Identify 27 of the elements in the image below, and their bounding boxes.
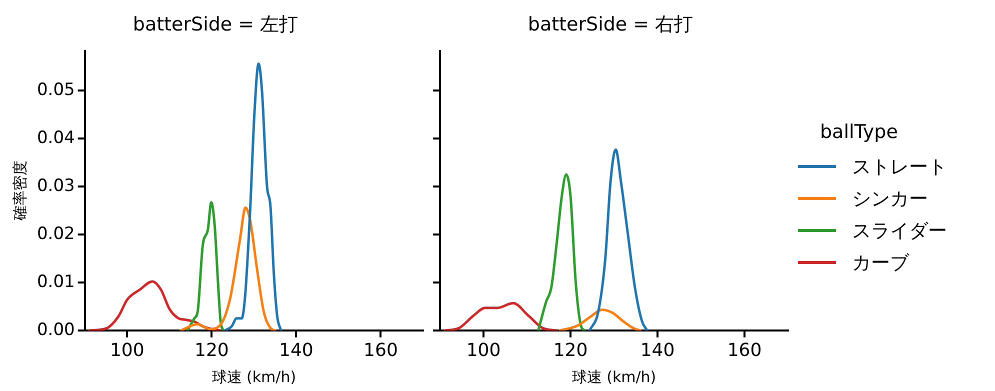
- line-series: [186, 201, 224, 330]
- y-tick-label: 0.02: [36, 224, 75, 244]
- y-axis-title: 確率密度: [10, 160, 29, 222]
- legend-title: ballType: [820, 120, 899, 142]
- legend-label: シンカー: [852, 186, 928, 212]
- x-tick-label: 140: [279, 340, 314, 361]
- x-tick-label: 160: [364, 340, 398, 361]
- x-tick-label: 100: [466, 340, 501, 361]
- legend-label: ストレート: [852, 154, 947, 180]
- y-tick-label: 0.04: [36, 128, 75, 148]
- y-tick-label: 0.00: [36, 320, 75, 340]
- line-series: [180, 206, 276, 330]
- x-tick-label: 100: [110, 340, 144, 361]
- line-series: [224, 62, 282, 330]
- x-axis-title: 球速 (km/h): [212, 368, 296, 386]
- y-tick-label: 0.03: [36, 176, 75, 196]
- chart-title: batterSide = 右打: [528, 13, 694, 36]
- x-tick-label: 140: [640, 340, 675, 361]
- x-tick-label: 120: [194, 340, 229, 361]
- legend-label: スライダー: [852, 218, 947, 244]
- x-tick-label: 160: [727, 340, 762, 361]
- x-tick-label: 120: [553, 340, 588, 361]
- y-tick-label: 0.01: [36, 272, 75, 292]
- legend-label: カーブ: [852, 250, 909, 276]
- x-axis-title: 球速 (km/h): [572, 368, 656, 386]
- chart-title: batterSide = 左打: [132, 13, 298, 36]
- y-tick-label: 0.05: [36, 80, 75, 100]
